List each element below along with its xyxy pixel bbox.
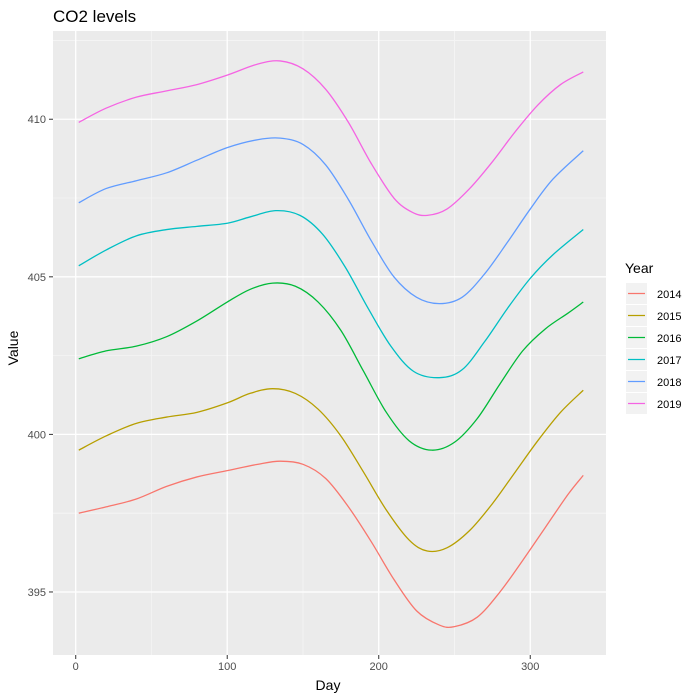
legend-item-2018: 2018 bbox=[626, 371, 681, 392]
plot-area bbox=[53, 31, 606, 655]
legend-item-2019: 2019 bbox=[626, 393, 681, 414]
axes-layer: 0 100 200 300 395 400 405 410 bbox=[28, 114, 540, 673]
series-line-2017 bbox=[78, 209, 584, 379]
chart-title: CO2 levels bbox=[53, 7, 136, 26]
legend-label: 2017 bbox=[657, 355, 681, 367]
legend-item-2015: 2015 bbox=[626, 305, 681, 326]
legend-item-2016: 2016 bbox=[626, 327, 681, 348]
series-line-2014 bbox=[78, 460, 584, 629]
x-tick-label: 200 bbox=[370, 661, 388, 673]
series-line-2019 bbox=[78, 60, 584, 217]
y-tick-label: 400 bbox=[28, 429, 46, 441]
series-layer bbox=[78, 60, 584, 629]
legend-label: 2016 bbox=[657, 333, 681, 345]
y-tick-label: 395 bbox=[28, 587, 46, 599]
y-tick-label: 410 bbox=[28, 114, 46, 126]
legend-item-2017: 2017 bbox=[626, 349, 681, 370]
x-tick-label: 300 bbox=[521, 661, 539, 673]
x-tick-label: 0 bbox=[73, 661, 79, 673]
x-axis-title: Day bbox=[316, 677, 341, 693]
series-line-2015 bbox=[78, 388, 584, 553]
y-tick-label: 405 bbox=[28, 272, 46, 284]
legend-label: 2014 bbox=[657, 289, 681, 301]
legend-label: 2019 bbox=[657, 399, 681, 411]
legend-item-2014: 2014 bbox=[626, 283, 681, 304]
legend-label: 2018 bbox=[657, 377, 681, 389]
legend-label: 2015 bbox=[657, 311, 681, 323]
legend-items: 2014 2015 2016 2017 2018 2019 bbox=[626, 283, 681, 414]
series-line-2016 bbox=[78, 282, 584, 451]
x-tick-label: 100 bbox=[218, 661, 236, 673]
y-axis-title: Value bbox=[5, 330, 21, 365]
legend-title: Year bbox=[625, 260, 654, 276]
series-line-2018 bbox=[78, 137, 584, 305]
plot-background bbox=[53, 31, 606, 655]
legend: Year 2014 2015 2016 2017 2018 2019 bbox=[625, 260, 681, 414]
grid-minor bbox=[53, 31, 606, 655]
grid-major bbox=[53, 31, 606, 655]
